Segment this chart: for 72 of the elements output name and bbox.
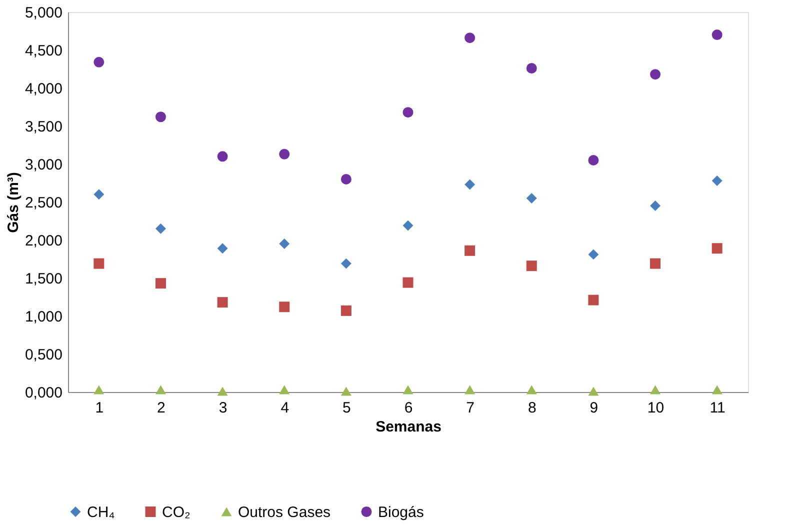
point: [526, 385, 537, 394]
point: [526, 260, 537, 272]
y-tick-label: 3,500: [24, 118, 62, 136]
y-tick-label: 2,000: [24, 232, 62, 250]
point: [464, 179, 476, 190]
point: [340, 174, 352, 184]
y-axis-title: Gás (m³): [4, 172, 22, 233]
point: [402, 107, 414, 118]
legend-label: CO₂: [162, 504, 190, 521]
point: [94, 385, 104, 394]
point: [279, 302, 290, 312]
point: [217, 151, 228, 162]
y-tick-label: 0,500: [24, 346, 62, 364]
y-tick-label: 2,500: [24, 194, 62, 212]
y-tick-label: 0,000: [24, 384, 62, 402]
point: [155, 278, 166, 289]
point: [712, 385, 722, 394]
point: [712, 175, 722, 186]
point: [94, 189, 104, 200]
legend-label: Biogás: [378, 504, 424, 521]
legend-label: CH₄: [87, 504, 115, 521]
point: [155, 385, 166, 394]
point: [650, 385, 661, 394]
point: [650, 200, 661, 212]
point: [464, 385, 476, 394]
point: [94, 56, 104, 68]
y-tick-label: 4,500: [24, 42, 62, 60]
point: [217, 297, 228, 308]
x-tick-label: 1: [95, 400, 104, 416]
point: [279, 385, 290, 394]
point: [279, 148, 290, 160]
y-tick-label: 4,000: [24, 80, 62, 98]
legend-label: Outros Gases: [238, 504, 331, 521]
x-tick-label: 3: [218, 400, 228, 416]
y-tick-label: 1,000: [24, 308, 62, 326]
point: [464, 245, 476, 256]
point: [712, 30, 722, 40]
point: [588, 294, 599, 306]
x-tick-label: 8: [528, 400, 536, 416]
y-tick-label: 1,500: [24, 270, 62, 288]
point: [217, 243, 228, 254]
point: [588, 249, 599, 260]
y-tick-label: 3,000: [24, 156, 62, 174]
point: [340, 305, 352, 316]
x-tick-label: 10: [647, 400, 664, 416]
point: [402, 220, 414, 231]
point: [155, 112, 166, 122]
point: [588, 386, 599, 396]
y-tick-label: 5,000: [24, 4, 62, 22]
x-tick-label: 4: [280, 400, 290, 416]
point: [588, 154, 599, 166]
point: [279, 238, 290, 250]
x-tick-label: 11: [710, 400, 726, 416]
point: [402, 277, 414, 288]
point: [712, 243, 722, 254]
point: [155, 223, 166, 234]
point: [526, 192, 537, 204]
point: [340, 258, 352, 269]
point: [402, 385, 414, 394]
point: [217, 386, 228, 396]
point: [650, 258, 661, 269]
x-tick-label: 5: [342, 400, 351, 416]
x-axis-title: Semanas: [376, 418, 442, 436]
point: [464, 32, 476, 44]
x-tick-label: 7: [466, 400, 474, 416]
x-tick-label: 9: [590, 400, 598, 416]
x-tick-label: 6: [404, 400, 413, 416]
x-tick-label: 2: [157, 400, 166, 416]
point: [526, 63, 537, 74]
point: [340, 386, 352, 396]
point: [650, 69, 661, 80]
point: [94, 258, 104, 269]
